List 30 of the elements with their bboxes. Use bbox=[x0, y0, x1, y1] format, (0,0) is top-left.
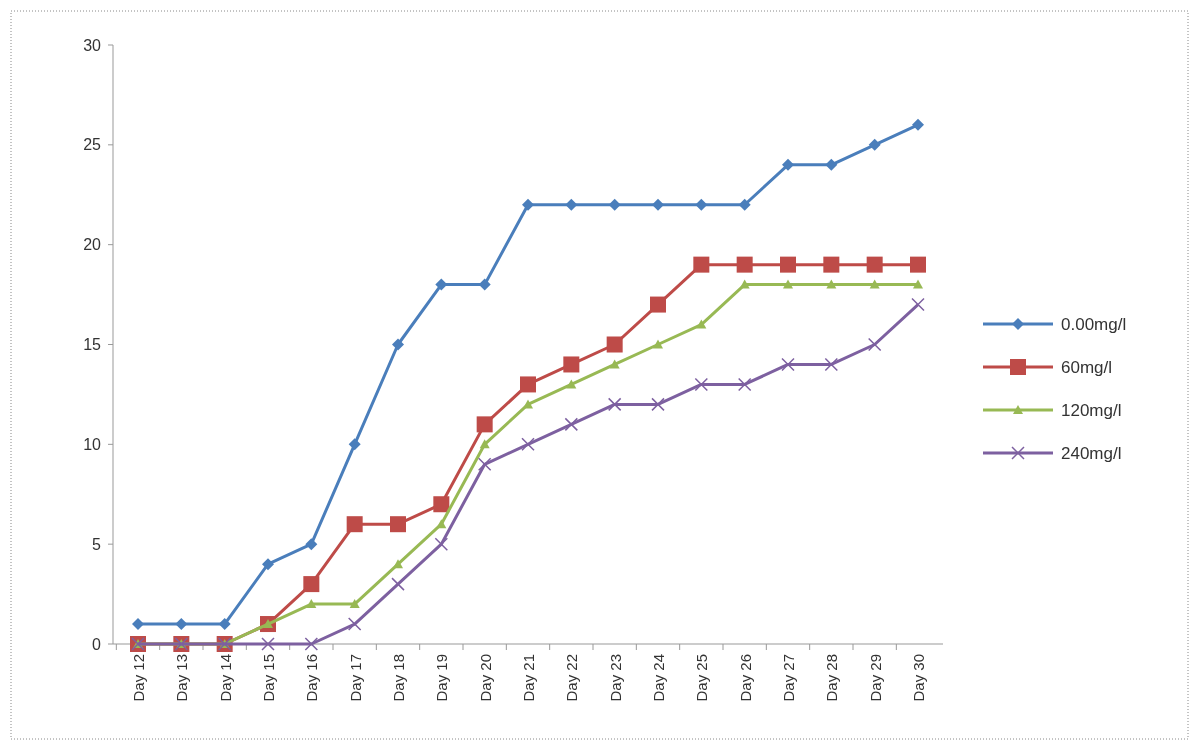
x-tick-label: Day 28 bbox=[823, 654, 841, 702]
x-tick-label: Day 19 bbox=[433, 654, 451, 702]
y-tick-label: 20 bbox=[83, 236, 102, 254]
x-tick-label: Day 18 bbox=[390, 654, 407, 702]
y-tick-label: 5 bbox=[92, 535, 102, 553]
y-tick-label: 30 bbox=[83, 36, 102, 54]
y-tick-label: 15 bbox=[83, 336, 102, 354]
x-tick-label: Day 24 bbox=[650, 654, 667, 702]
x-tick-label: Day 27 bbox=[780, 654, 797, 702]
x-tick-label: Day 29 bbox=[866, 654, 884, 702]
x-tick-label: Day 23 bbox=[606, 654, 624, 702]
x-tick-label: Day 20 bbox=[476, 654, 494, 702]
x-tick-label: Day 25 bbox=[693, 654, 711, 702]
x-tick-label: Day 16 bbox=[303, 654, 321, 702]
y-tick-label: 10 bbox=[83, 435, 102, 453]
x-tick-label: Day 22 bbox=[563, 654, 581, 702]
x-tick-label: Day 14 bbox=[216, 654, 234, 702]
legend-label: 60mg/l bbox=[1061, 357, 1113, 377]
y-tick-label: 25 bbox=[83, 136, 102, 154]
legend-label: 120mg/l bbox=[1061, 400, 1122, 420]
x-tick-label: Day 21 bbox=[520, 654, 537, 702]
x-tick-label: Day 17 bbox=[346, 654, 364, 702]
x-tick-label: Day 12 bbox=[130, 654, 147, 702]
x-tick-label: Day 26 bbox=[736, 654, 754, 702]
x-tick-label: Day 30 bbox=[910, 654, 927, 702]
legend-label: 0.00mg/l bbox=[1061, 314, 1127, 334]
y-tick-label: 0 bbox=[92, 635, 102, 653]
x-tick-label: Day 13 bbox=[173, 654, 191, 702]
x-tick-label: Day 15 bbox=[260, 654, 277, 702]
legend-label: 240mg/l bbox=[1061, 443, 1122, 463]
